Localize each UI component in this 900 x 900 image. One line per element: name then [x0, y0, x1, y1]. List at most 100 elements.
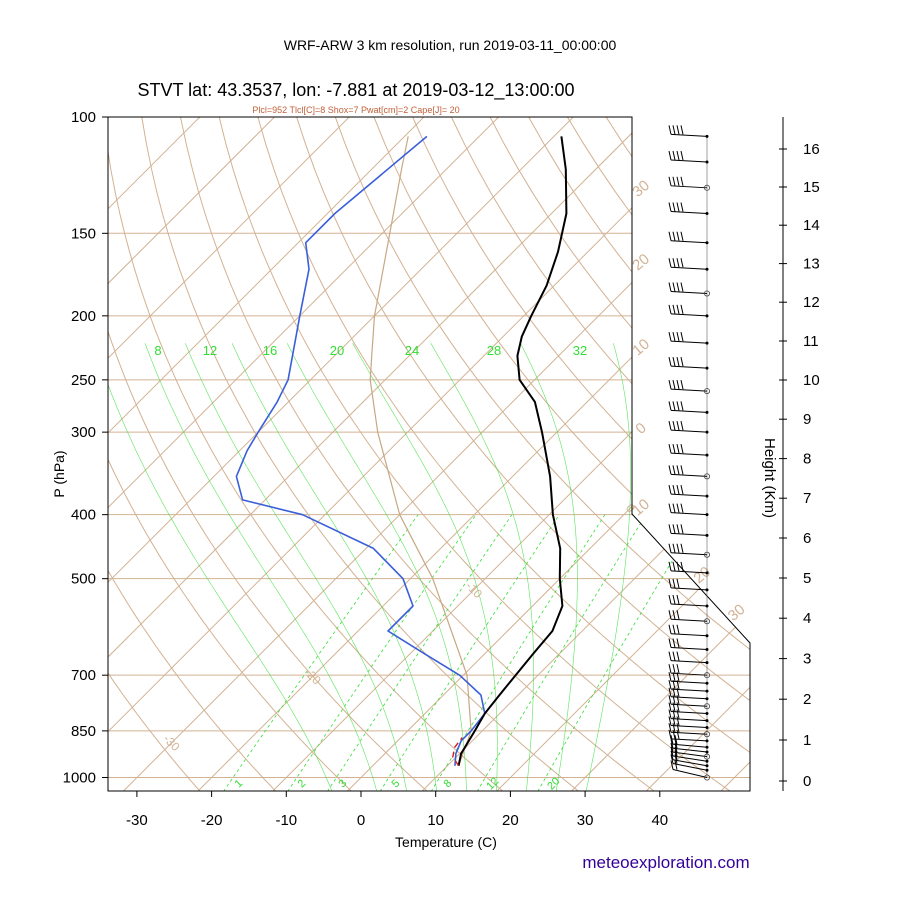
wind-level-dot — [705, 314, 709, 318]
plot-frame — [107, 116, 751, 792]
x-tick-label: -20 — [201, 812, 223, 829]
wind-level-dot — [705, 453, 709, 457]
wind-barb-flag — [672, 258, 676, 268]
wind-barb-staff — [670, 211, 708, 215]
wind-barb-flag — [668, 465, 672, 475]
wind-barb-flag — [672, 231, 676, 241]
dry-adiabat-line — [373, 117, 750, 791]
wind-barb-flag — [676, 578, 680, 589]
wind-level-dot — [705, 366, 709, 370]
wind-level-marker — [704, 672, 711, 679]
wind-barb-flag — [668, 258, 672, 268]
wind-barb-flag — [680, 357, 684, 367]
wind-barb-flag — [668, 379, 672, 390]
x-tick-label: -10 — [275, 812, 297, 829]
isotherm-line — [108, 117, 215, 791]
dry-adiabat-line — [605, 117, 750, 791]
wind-barb-flag — [668, 401, 672, 411]
wind-barb-staff — [670, 185, 708, 189]
dry-adiabat-line — [334, 117, 750, 791]
wind-barb-flag — [680, 202, 684, 212]
isobar-lines — [108, 116, 750, 778]
wind-barb-staff — [670, 552, 708, 556]
dry-adiabat-line — [761, 117, 900, 792]
indices-text: Plcl=952 Tlcl[C]=8 Shox=7 Pwat[cm]=2 Cap… — [252, 105, 459, 115]
wind-barb-flag — [680, 282, 684, 292]
isotherm-line — [108, 117, 365, 791]
y-tick-label: 200 — [71, 308, 96, 325]
wind-level-dot — [705, 267, 709, 271]
wind-barb-flag — [672, 624, 676, 634]
sounding-profiles — [235, 135, 568, 767]
wind-barb-flag — [676, 503, 680, 513]
mixing-ratio-label: 3 — [336, 777, 349, 790]
wind-level-dot — [705, 134, 709, 138]
wind-barb-staff — [670, 618, 708, 622]
wind-barb-flag — [676, 125, 680, 135]
dry-adiabat-line — [141, 117, 580, 791]
wind-barb-staff — [672, 762, 708, 771]
wind-barb-flag — [672, 664, 676, 674]
dry-adiabat-line — [108, 117, 428, 791]
dry-adiabat-line — [108, 117, 201, 791]
wind-barb-flag — [672, 401, 676, 411]
wind-barb-flag — [676, 282, 680, 292]
wind-barb-staff — [670, 688, 708, 692]
height-tick-label: 3 — [803, 651, 811, 668]
wind-barb-flag — [676, 421, 680, 431]
moist-adiabat-label: 24 — [405, 343, 419, 358]
wind-barb-flag — [668, 443, 672, 454]
isotherm-line — [108, 117, 589, 791]
wind-barb-staff — [670, 660, 708, 664]
dry-adiabat-line — [180, 117, 656, 791]
wind-barb-staff — [670, 452, 708, 456]
y-tick-label: 850 — [71, 723, 96, 740]
moist-adiabat-line — [520, 343, 578, 791]
wind-barb-flag — [668, 687, 672, 697]
wind-barb-flag — [676, 524, 680, 534]
wind-barb-flag — [676, 332, 680, 342]
height-tick-label: 4 — [803, 610, 811, 627]
axes: -30 -20 -10 0 10 20 30 401001502002503004005007… — [63, 109, 820, 829]
wind-level-dot — [705, 341, 709, 345]
height-tick-label: 13 — [803, 256, 820, 273]
wind-barb-flag — [668, 524, 672, 534]
wind-barb-flag — [672, 594, 676, 605]
moist-adiabat-line — [352, 343, 498, 791]
wind-barb-flag — [672, 282, 676, 292]
wind-barb-flag — [672, 543, 676, 553]
wind-barb-staff — [672, 759, 708, 767]
moist-adiabat-line — [144, 343, 378, 791]
wind-barb-staff — [670, 633, 708, 637]
wind-barb-flag — [672, 651, 676, 661]
wind-level-marker — [704, 551, 711, 558]
wind-level-dot — [705, 494, 709, 498]
wind-barb-flag — [676, 723, 680, 733]
wind-barb-flag — [676, 304, 680, 314]
wind-level-marker — [704, 388, 711, 395]
moist-adiabat-label: 8 — [154, 343, 161, 358]
isotherm-line — [108, 117, 514, 791]
wind-barb-staff — [670, 290, 708, 294]
wind-barb-staff — [670, 680, 708, 684]
wind-barb-flag — [680, 401, 684, 411]
height-tick-label: 10 — [803, 372, 820, 389]
wind-barb-flag — [676, 401, 680, 411]
wind-barb-flag — [680, 332, 684, 342]
wind-barb-flag — [680, 379, 684, 390]
wind-barb-flag — [680, 524, 684, 534]
moist-adiabat-line — [108, 343, 333, 791]
wind-barb-flag — [680, 231, 684, 241]
wind-barb-flag — [668, 709, 672, 719]
wind-barb-staff — [670, 240, 708, 244]
wind-barb-flag — [672, 729, 676, 739]
wind-barb-flag — [676, 485, 680, 495]
x-tick-label: 10 — [427, 812, 444, 829]
wind-barb-flag — [672, 176, 676, 186]
wind-level-marker — [704, 774, 711, 781]
mixing-ratio-line — [379, 514, 560, 791]
wind-barb-flag — [676, 561, 680, 571]
height-tick-label: 14 — [803, 217, 820, 234]
wind-barb-flag — [672, 332, 676, 342]
adiabat-label: 20 — [629, 250, 653, 274]
